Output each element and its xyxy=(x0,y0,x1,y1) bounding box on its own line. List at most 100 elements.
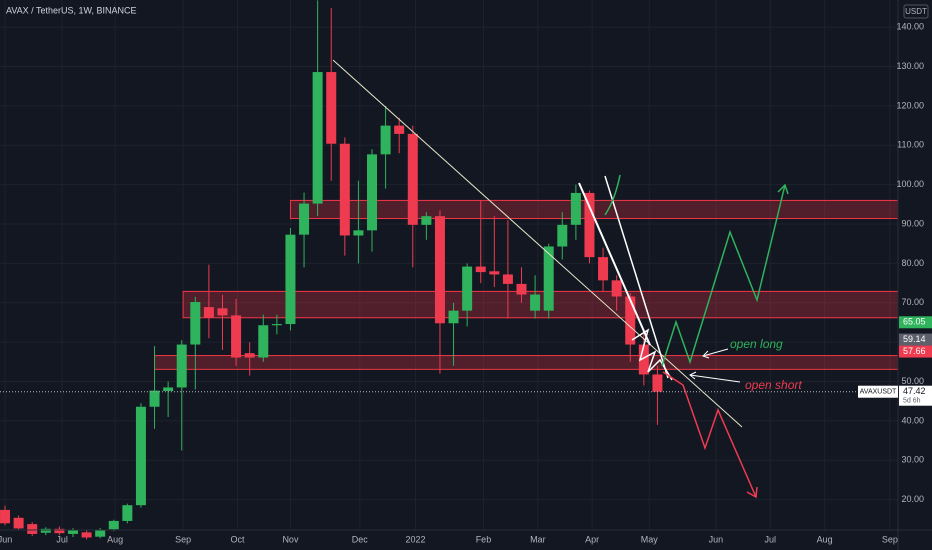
arrow-head xyxy=(702,350,710,359)
candle-body xyxy=(326,72,337,144)
x-tick-label: May xyxy=(641,534,659,544)
candle-body xyxy=(652,374,663,392)
annotation: open short xyxy=(745,378,802,392)
x-tick-label: Jul xyxy=(56,534,68,544)
candle-body xyxy=(380,125,391,155)
arrow-head xyxy=(746,486,758,499)
x-tick-label: Aug xyxy=(817,534,833,544)
trend-line xyxy=(332,59,743,428)
grid xyxy=(0,0,898,530)
candle-body xyxy=(557,224,568,247)
price-tag xyxy=(899,345,932,358)
candle-body xyxy=(13,517,24,529)
symbol-tag xyxy=(858,385,898,398)
candle-body xyxy=(462,266,473,311)
candle-body xyxy=(163,387,174,392)
zone xyxy=(182,290,899,319)
y-tick-label: 70.00 xyxy=(901,297,924,307)
y-tick-label: 40.00 xyxy=(901,415,924,425)
y-tick-label: 20.00 xyxy=(901,494,924,504)
candle-body xyxy=(54,528,65,534)
candle-body xyxy=(448,310,459,324)
x-tick-label: Oct xyxy=(230,534,245,544)
candle-body xyxy=(149,390,160,407)
candle-body xyxy=(81,532,92,538)
candle-body xyxy=(285,234,296,325)
x-tick-label: Jun xyxy=(709,534,724,544)
candle-body xyxy=(598,257,609,281)
x-tick-label: Sep xyxy=(175,534,191,544)
candle-body xyxy=(367,154,378,231)
candle-body xyxy=(394,125,405,134)
green-curve xyxy=(604,174,621,216)
candle-body xyxy=(135,406,146,506)
candle-body xyxy=(489,271,500,275)
candle-body xyxy=(40,528,51,533)
y-tick-label: 90.00 xyxy=(901,218,924,228)
x-tick-label: Sep xyxy=(882,534,898,544)
pointer xyxy=(689,374,741,383)
candle-body xyxy=(231,315,242,358)
currency: USDT xyxy=(905,7,927,16)
x-tick-label: Jul xyxy=(764,534,776,544)
x-tick-label: Jun xyxy=(0,534,12,544)
trend-line xyxy=(604,175,669,379)
chart-title: AVAX / TetherUS, 1W, BINANCE xyxy=(6,5,137,15)
x-tick-label: Mar xyxy=(530,534,546,544)
candle-body xyxy=(516,283,527,295)
pointer xyxy=(702,348,729,357)
countdown: 5d 6h xyxy=(903,398,921,405)
price-tag xyxy=(899,385,932,406)
candle-body xyxy=(67,529,78,534)
candle-body xyxy=(475,266,486,273)
candle-body xyxy=(434,216,445,324)
x-tick-label: 2022 xyxy=(405,534,425,544)
annotation: open long xyxy=(730,337,783,351)
x-tick-label: Feb xyxy=(476,534,492,544)
candle-body xyxy=(638,344,649,375)
drawings xyxy=(332,59,789,499)
arrow-head xyxy=(777,183,789,195)
arrow-head xyxy=(689,371,697,380)
y-tick-label: 50.00 xyxy=(901,376,924,386)
candle-body xyxy=(0,509,11,524)
candle-body xyxy=(271,324,282,326)
candle-body xyxy=(176,344,187,388)
y-tick-label: 120.00 xyxy=(896,100,924,110)
candle-body xyxy=(299,203,310,235)
axes: 20.0030.0040.0050.0060.0070.0080.0090.00… xyxy=(0,22,932,544)
candle-body xyxy=(27,524,38,534)
y-tick-label: 80.00 xyxy=(901,258,924,268)
y-tick-label: 110.00 xyxy=(897,140,924,150)
price-tag xyxy=(899,316,932,329)
candle-body xyxy=(530,294,541,311)
candle-body xyxy=(339,143,350,236)
candle-body xyxy=(108,520,119,530)
candle-body xyxy=(203,307,214,318)
trend-line xyxy=(578,182,651,346)
y-tick-label: 30.00 xyxy=(901,455,924,465)
price-tag xyxy=(899,333,932,346)
price-tag-label: 57.66 xyxy=(903,346,926,356)
y-tick-label: 140.00 xyxy=(896,22,924,32)
candle-body xyxy=(122,505,133,521)
candle-body xyxy=(353,230,364,236)
price-tag-label: 65.05 xyxy=(903,317,926,327)
candle-body xyxy=(584,192,595,258)
zone xyxy=(154,355,899,370)
candle-body xyxy=(312,72,323,204)
zigzag xyxy=(631,328,673,381)
price-tag-label: 47.42 xyxy=(903,386,926,396)
x-tick-label: Apr xyxy=(585,534,599,544)
currency-box xyxy=(903,4,929,19)
candle-body xyxy=(543,246,554,311)
symbol-label: AVAXUSDT xyxy=(860,389,897,396)
candle-body xyxy=(570,192,581,225)
candle-body xyxy=(611,280,622,297)
y-tick-label: 100.00 xyxy=(896,179,924,189)
y-tick-label: 130.00 xyxy=(896,61,924,71)
short-path xyxy=(662,371,757,498)
candle-body xyxy=(421,216,432,225)
candle-body xyxy=(95,530,106,537)
